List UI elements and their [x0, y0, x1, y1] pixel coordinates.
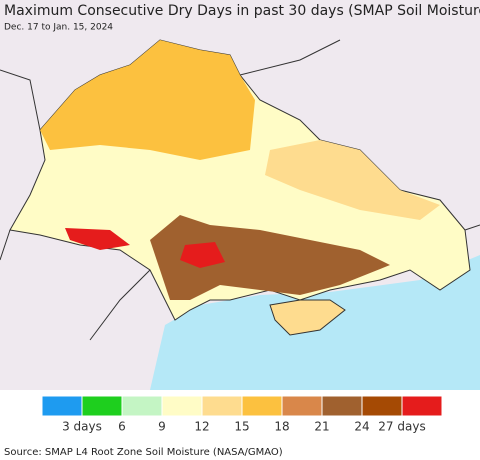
dry-region-east [265, 140, 440, 220]
legend-label: 24 [354, 420, 369, 434]
legend-swatch [41, 395, 83, 417]
borders [0, 39, 480, 341]
dry-region-south [150, 215, 390, 300]
legend-swatch [121, 395, 163, 417]
legend-swatch [201, 395, 243, 417]
legend-label: 21 [314, 420, 329, 434]
legend-label: 12 [194, 420, 209, 434]
legend-label: 3 days [62, 420, 102, 434]
legend-swatch [241, 395, 283, 417]
driest-region-west [65, 228, 130, 250]
legend-label: 6 [118, 420, 126, 434]
legend-label: 18 [274, 420, 289, 434]
legend-swatch [81, 395, 123, 417]
crimea [269, 299, 346, 336]
footer-band [0, 441, 480, 460]
title: Maximum Consecutive Dry Days in past 30 … [4, 3, 480, 19]
legend-swatch [321, 395, 363, 417]
legend-swatch [161, 395, 203, 417]
subtitle: Dec. 17 to Jan. 15, 2024 [4, 23, 113, 33]
legend: 3 days 6 9 12 15 18 21 24 27 days [41, 395, 443, 434]
source-note: Source: SMAP L4 Root Zone Soil Moisture … [4, 447, 283, 458]
dry-region-north [40, 40, 255, 160]
legend-swatch [361, 395, 403, 417]
legend-label: 9 [158, 420, 166, 434]
driest-region [180, 242, 225, 268]
legend-label: 27 days [378, 420, 425, 434]
legend-label: 15 [234, 420, 249, 434]
legend-swatch [281, 395, 323, 417]
legend-swatch [401, 395, 443, 417]
